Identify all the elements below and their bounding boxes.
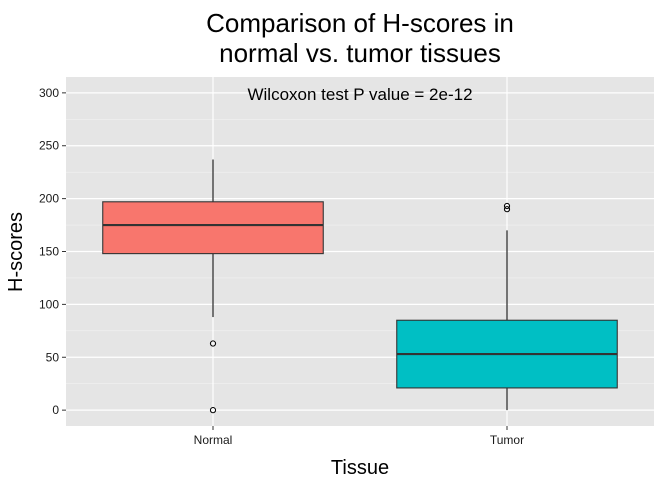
- wilcoxon-annotation: Wilcoxon test P value = 2e-12: [247, 85, 472, 104]
- chart-title-line-2: normal vs. tumor tissues: [219, 38, 501, 68]
- x-tick-label: Normal: [194, 433, 233, 447]
- x-axis-ticks: Normal Tumor: [194, 426, 524, 447]
- y-tick-label: 100: [39, 297, 59, 311]
- y-tick-label: 300: [39, 86, 59, 100]
- chart-title-line-1: Comparison of H-scores in: [206, 8, 514, 38]
- box-series: [102, 159, 618, 414]
- y-tick-label: 0: [52, 403, 59, 417]
- chart-title: Comparison of H-scores in normal vs. tum…: [0, 8, 672, 68]
- box-normal: [102, 201, 324, 255]
- outlier-point: [503, 206, 511, 213]
- outlier-point: [503, 202, 511, 210]
- x-axis-title: Tissue: [331, 457, 389, 479]
- outlier-point: [209, 407, 217, 414]
- y-axis-title: H-scores: [5, 212, 27, 292]
- y-axis-ticks: 0 50 100 150 200 250 300: [39, 86, 66, 417]
- y-tick-label: 50: [46, 350, 60, 364]
- y-tick-label: 200: [39, 192, 59, 206]
- y-tick-label: 250: [39, 139, 59, 153]
- y-tick-label: 150: [39, 245, 59, 259]
- x-tick-label: Tumor: [490, 433, 524, 447]
- outlier-point: [209, 340, 217, 347]
